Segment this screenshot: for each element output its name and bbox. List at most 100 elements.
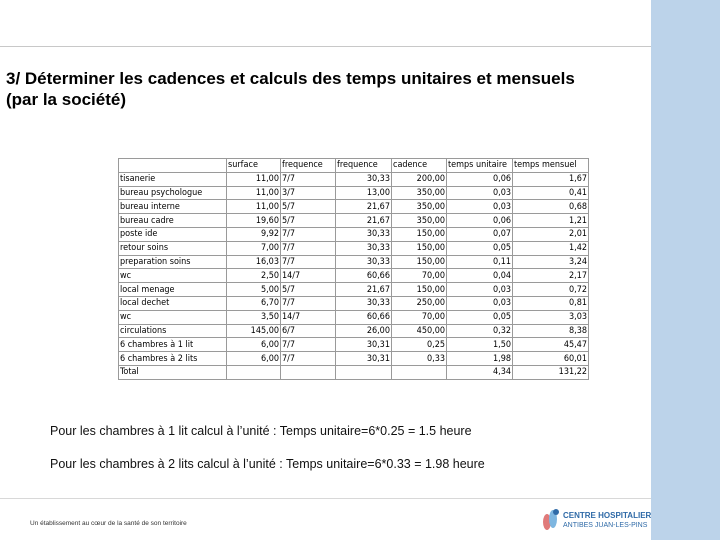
table-row: bureau interne 11,00 5/7 21,67 350,00 0,03 0,6…: [118, 199, 589, 215]
table-cell: 9,92: [226, 226, 281, 242]
table-cell: 5/7: [280, 213, 336, 228]
table-cell: 350,00: [391, 185, 447, 201]
table-cell: 0,07: [446, 226, 513, 242]
table-cell: preparation soins: [118, 254, 227, 270]
table-row: local menage 5,00 5/7 21,67 150,00 0,03 0,72: [118, 282, 589, 297]
table-row: wc 3,50 14/7 60,66 70,00 0,05 3,03: [118, 309, 589, 325]
table-row: tisanerie 11,00 7/7 30,33 200,00 0,06 1,67: [118, 171, 589, 187]
table-cell: 5/7: [280, 199, 336, 215]
table-cell: 14/7: [280, 268, 336, 284]
table-cell: [335, 364, 392, 380]
logo-subtitle: ANTIBES JUAN-LES-PINS: [563, 522, 648, 529]
table-cell: 11,00: [226, 199, 281, 215]
table-cell: 1,50: [446, 337, 513, 353]
table-cell: 2,17: [512, 268, 589, 284]
table-cell: 1,42: [512, 240, 589, 256]
top-divider: [0, 46, 651, 47]
table-cell: [391, 364, 447, 380]
table-cell: 0,11: [446, 254, 513, 270]
table-cell: 21,67: [335, 282, 392, 297]
table-cell: 0,03: [446, 185, 513, 201]
table-cell: 6/7: [280, 323, 336, 339]
table-row: local dechet 6,70 7/7 30,33 250,00 0,03 0,81: [118, 295, 589, 311]
table-cell: 14/7: [280, 309, 336, 325]
table-cell: 6,00: [226, 351, 281, 366]
table-cell: 7/7: [280, 254, 336, 270]
table-cell: 150,00: [391, 282, 447, 297]
logo-mark-icon: [543, 509, 559, 530]
cadence-table: surface frequence frequence cadence temps un…: [118, 158, 589, 380]
table-cell: 7/7: [280, 351, 336, 366]
table-cell: wc: [118, 309, 227, 325]
table-cell: 200,00: [391, 171, 447, 187]
table-cell: 0,04: [446, 268, 513, 284]
table-cell: 0,05: [446, 240, 513, 256]
table-cell: 0,25: [391, 337, 447, 353]
table-cell: 4,34: [446, 364, 513, 380]
table-cell: [226, 364, 281, 380]
table-cell: 150,00: [391, 240, 447, 256]
table-cell: 6 chambres à 2 lits: [118, 351, 227, 366]
table-cell: 131,22: [512, 364, 589, 380]
table-cell: tisanerie: [118, 171, 227, 187]
column-header: frequence: [280, 158, 336, 173]
table-cell: 0,05: [446, 309, 513, 325]
table-cell: 2,01: [512, 226, 589, 242]
note-two-beds: Pour les chambres à 2 lits calcul à l’un…: [50, 457, 485, 471]
table-cell: 5/7: [280, 282, 336, 297]
table-row: Total 4,34 131,22: [118, 364, 589, 380]
table-cell: 7,00: [226, 240, 281, 256]
table-cell: 26,00: [335, 323, 392, 339]
table-cell: 0,06: [446, 171, 513, 187]
table-cell: 30,33: [335, 295, 392, 311]
table-cell: bureau interne: [118, 199, 227, 215]
table-cell: 30,33: [335, 171, 392, 187]
table-cell: 1,21: [512, 213, 589, 228]
table-cell: 250,00: [391, 295, 447, 311]
table-cell: 11,00: [226, 185, 281, 201]
note-one-bed: Pour les chambres à 1 lit calcul à l’uni…: [50, 424, 472, 438]
table-cell: 30,33: [335, 226, 392, 242]
table-cell: 8,38: [512, 323, 589, 339]
table-cell: 60,01: [512, 351, 589, 366]
table-cell: 0,81: [512, 295, 589, 311]
table-cell: 21,67: [335, 213, 392, 228]
table-cell: 0,72: [512, 282, 589, 297]
logo-name: CENTRE HOSPITALIER: [563, 511, 652, 520]
column-header: temps unitaire: [446, 158, 513, 173]
table-cell: 30,33: [335, 254, 392, 270]
table-cell: 150,00: [391, 226, 447, 242]
table-cell: 60,66: [335, 309, 392, 325]
table-cell: 16,03: [226, 254, 281, 270]
right-accent-bar: [651, 0, 720, 540]
table-cell: 21,67: [335, 199, 392, 215]
table-cell: 60,66: [335, 268, 392, 284]
table-cell: 7/7: [280, 171, 336, 187]
table-cell: 0,68: [512, 199, 589, 215]
table-cell: 6,00: [226, 337, 281, 353]
table-cell: bureau psychologue: [118, 185, 227, 201]
table-cell: 6 chambres à 1 lit: [118, 337, 227, 353]
column-header: frequence: [335, 158, 392, 173]
table-cell: 11,00: [226, 171, 281, 187]
table-cell: 30,33: [335, 240, 392, 256]
table-cell: 3,24: [512, 254, 589, 270]
table-cell: 30,31: [335, 351, 392, 366]
table-cell: Total: [118, 364, 227, 380]
table-cell: 350,00: [391, 199, 447, 215]
table-row: 6 chambres à 1 lit 6,00 7/7 30,31 0,25 1,50 45…: [118, 337, 589, 353]
table-cell: 0,06: [446, 213, 513, 228]
table-cell: 0,32: [446, 323, 513, 339]
table-cell: local dechet: [118, 295, 227, 311]
column-header: surface: [226, 158, 281, 173]
table-cell: 350,00: [391, 213, 447, 228]
table-cell: retour soins: [118, 240, 227, 256]
table-cell: 2,50: [226, 268, 281, 284]
table-cell: wc: [118, 268, 227, 284]
footer-divider: [0, 498, 651, 499]
table-cell: 70,00: [391, 268, 447, 284]
table-row: 6 chambres à 2 lits 6,00 7/7 30,31 0,33 1,98 6…: [118, 351, 589, 366]
table-cell: bureau cadre: [118, 213, 227, 228]
table-cell: 6,70: [226, 295, 281, 311]
